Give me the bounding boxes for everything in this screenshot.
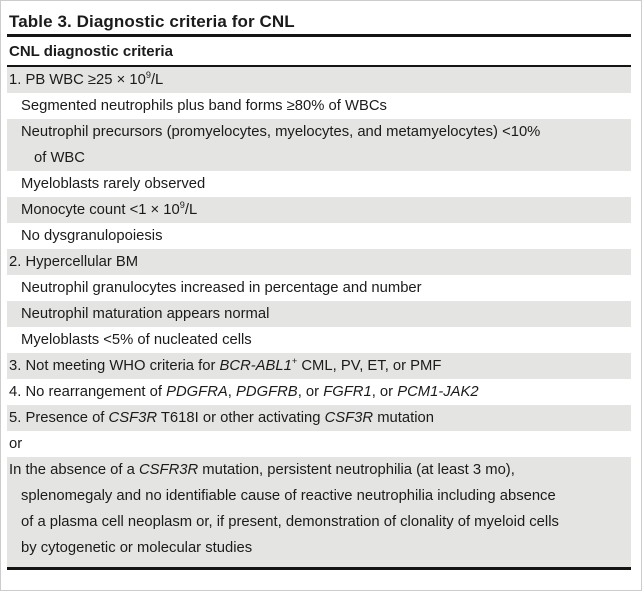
row-text: 3. Not meeting WHO criteria for — [9, 358, 220, 374]
row-text: of WBC — [34, 150, 85, 166]
row-text: mutation, persistent neutrophilia (at le… — [198, 462, 515, 478]
column-header: CNL diagnostic criteria — [9, 43, 173, 60]
table-row: In the absence of a CSFR3R mutation, per… — [7, 457, 631, 567]
superscript: 9 — [145, 70, 151, 81]
table-row: Monocyte count <1 × 109/L — [7, 197, 631, 223]
row-text: CML, PV, ET, or PMF — [297, 358, 442, 374]
table-body: 1. PB WBC ≥25 × 109/L Segmented neutrophi… — [7, 67, 631, 567]
gene-name: PDGFRA — [166, 384, 228, 400]
table-row: Neutrophil granulocytes increased in per… — [7, 275, 631, 301]
diagnostic-criteria-table: Table 3. Diagnostic criteria for CNL CNL… — [7, 1, 631, 570]
row-text: , or — [371, 384, 398, 400]
gene-name: PCM1-JAK2 — [397, 384, 479, 400]
gene-name: CSFR3R — [138, 462, 199, 478]
row-text: Myeloblasts rarely observed — [21, 176, 206, 192]
row-text: mutation — [373, 410, 434, 426]
gene-name: BCR-ABL1 — [219, 358, 292, 374]
gene-name: PDGFRB — [236, 384, 298, 400]
gene-name: CSF3R — [108, 410, 158, 426]
gene-name: CSF3R — [324, 410, 374, 426]
top-rule — [7, 34, 631, 37]
row-text: /L — [150, 72, 164, 88]
row-text: Neutrophil precursors (promyelocytes, my… — [21, 124, 541, 140]
row-text: 1. PB WBC ≥25 × 10 — [9, 72, 146, 88]
table-row: 3. Not meeting WHO criteria for BCR-ABL1… — [7, 353, 631, 379]
row-text: Neutrophil granulocytes increased in per… — [21, 280, 422, 296]
row-text: No dysgranulopoiesis — [21, 228, 163, 244]
table-row: or — [7, 431, 631, 457]
table-row: Neutrophil maturation appears normal — [7, 301, 631, 327]
row-text: 4. No rearrangement of — [9, 384, 167, 400]
row-text: Segmented neutrophils plus band forms ≥8… — [21, 98, 387, 114]
superscript: + — [291, 356, 298, 367]
table-row: 5. Presence of CSF3R T618I or other acti… — [7, 405, 631, 431]
row-text: splenomegaly and no identifiable cause o… — [21, 488, 556, 504]
table-row: Myeloblasts rarely observed — [7, 171, 631, 197]
table-row: Segmented neutrophils plus band forms ≥8… — [7, 93, 631, 119]
row-text: Monocyte count <1 × 10 — [21, 202, 180, 218]
bottom-rule — [7, 567, 631, 570]
row-text: Neutrophil maturation appears normal — [21, 306, 270, 322]
table-row: Neutrophil precursors (promyelocytes, my… — [7, 119, 631, 171]
table-row: 1. PB WBC ≥25 × 109/L — [7, 67, 631, 93]
row-text: Myeloblasts <5% of nucleated cells — [21, 332, 252, 348]
row-text: , — [227, 384, 237, 400]
row-text: /L — [184, 202, 198, 218]
table-title: Table 3. Diagnostic criteria for CNL — [9, 12, 295, 31]
row-text: , or — [297, 384, 324, 400]
header-rule — [7, 65, 631, 67]
table-row: Myeloblasts <5% of nucleated cells — [7, 327, 631, 353]
row-text: T618I or other activating — [157, 410, 325, 426]
row-text: or — [9, 436, 23, 452]
table-row: 2. Hypercellular BM — [7, 249, 631, 275]
superscript: 9 — [179, 200, 185, 211]
table-row: No dysgranulopoiesis — [7, 223, 631, 249]
row-text: 5. Presence of — [9, 410, 109, 426]
table-row: 4. No rearrangement of PDGFRA, PDGFRB, o… — [7, 379, 631, 405]
row-text: by cytogenetic or molecular studies — [21, 540, 253, 556]
row-text: In the absence of a — [9, 462, 139, 478]
gene-name: FGFR1 — [323, 384, 372, 400]
row-text: 2. Hypercellular BM — [9, 254, 139, 270]
row-text: of a plasma cell neoplasm or, if present… — [21, 514, 559, 530]
